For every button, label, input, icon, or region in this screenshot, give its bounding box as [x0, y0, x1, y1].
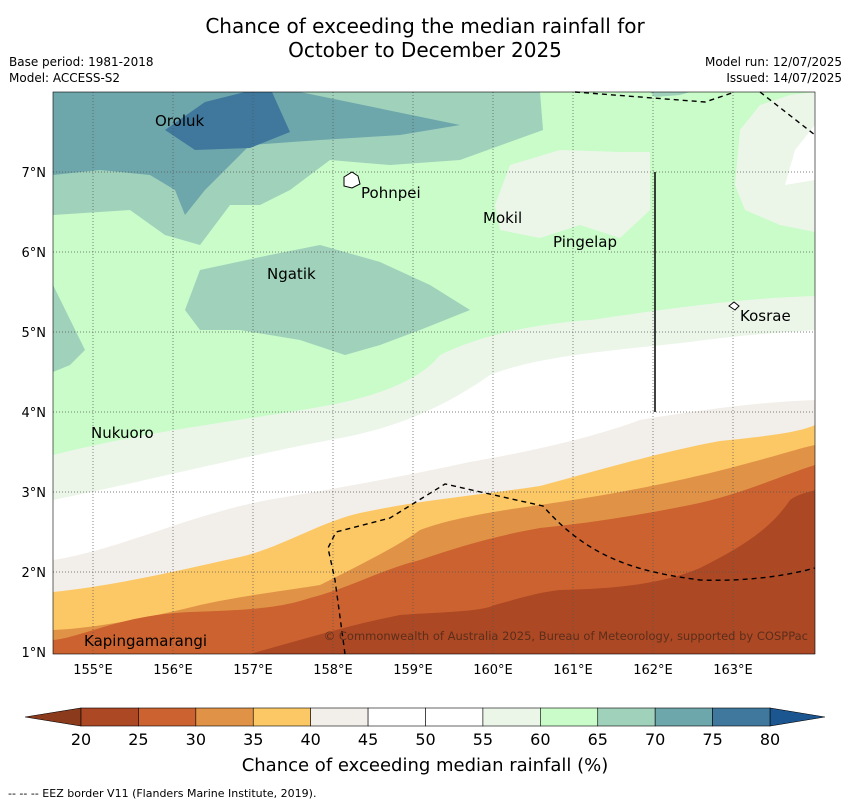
place-label-ngatik: Ngatik — [267, 265, 316, 283]
colorbar-segment — [195, 707, 254, 727]
colorbar-over-arrow — [769, 707, 826, 727]
colorbar-tick-label: 80 — [760, 730, 780, 749]
place-label-mokil: Mokil — [483, 209, 522, 227]
lat-label: 1°N — [22, 646, 47, 661]
lon-label: 157°E — [233, 663, 273, 678]
place-label-pohnpei: Pohnpei — [361, 184, 421, 202]
lon-label: 161°E — [553, 663, 593, 678]
colorbar-tick-label: 25 — [128, 730, 148, 749]
eez-footnote: -- -- -- EEZ border V11 (Flanders Marine… — [8, 787, 317, 800]
lon-label: 162°E — [633, 663, 673, 678]
colorbar-tick-label: 35 — [243, 730, 263, 749]
colorbar-tick-label: 50 — [415, 730, 435, 749]
place-label-nukuoro: Nukuoro — [91, 424, 154, 442]
eez-border — [327, 91, 816, 655]
kosrae-island — [728, 301, 740, 311]
colorbar-tick-label: 30 — [186, 730, 206, 749]
colorbar-segment — [252, 707, 311, 727]
colorbar-tick-label: 55 — [473, 730, 493, 749]
title-line-1: Chance of exceeding the median rainfall … — [205, 14, 645, 38]
lon-label: 155°E — [73, 663, 113, 678]
model-run-date: Model run: 12/07/2025 — [704, 55, 842, 69]
lat-label: 6°N — [22, 246, 47, 261]
colorbar-under-arrow — [24, 707, 82, 727]
pohnpei-island — [343, 171, 361, 189]
lon-label: 158°E — [313, 663, 353, 678]
colorbar: 20 25 30 35 40 45 50 55 60 65 70 75 80 — [24, 707, 826, 749]
lon-label: 163°E — [713, 663, 753, 678]
lat-label: 4°N — [22, 406, 47, 421]
colorbar-tick-label: 20 — [71, 730, 91, 749]
title-line-2: October to December 2025 — [288, 38, 562, 62]
lon-label: 160°E — [473, 663, 513, 678]
lat-label: 3°N — [22, 486, 47, 501]
place-label-oroluk: Oroluk — [155, 112, 204, 130]
base-period: Base period: 1981-2018 — [9, 55, 154, 69]
lat-label: 5°N — [22, 326, 47, 341]
lon-label: 156°E — [153, 663, 193, 678]
colorbar-segment — [367, 707, 426, 727]
colorbar-tick-label: 45 — [358, 730, 378, 749]
graticule — [53, 92, 815, 654]
colorbar-segment — [597, 707, 656, 727]
colorbar-segment — [310, 707, 369, 727]
colorbar-segment — [540, 707, 599, 727]
colorbar-tick-label: 40 — [300, 730, 320, 749]
colorbar-segment — [712, 707, 771, 727]
colorbar-tick-label: 60 — [530, 730, 550, 749]
colorbar-tick-label: 65 — [588, 730, 608, 749]
colorbar-segment — [425, 707, 484, 727]
issued-date: Issued: 14/07/2025 — [726, 71, 842, 85]
copyright-notice: © Commonwealth of Australia 2025, Bureau… — [324, 629, 808, 643]
colorbar-segment — [482, 707, 541, 727]
place-label-kosrae: Kosrae — [740, 307, 791, 325]
colorbar-title: Chance of exceeding median rainfall (%) — [241, 755, 609, 776]
probability-bands — [53, 92, 815, 654]
lat-label: 2°N — [22, 566, 47, 581]
model-name: Model: ACCESS-S2 — [9, 71, 121, 85]
colorbar-tick-label: 75 — [702, 730, 722, 749]
colorbar-segment — [80, 707, 139, 727]
lon-label: 159°E — [393, 663, 433, 678]
lat-label: 7°N — [22, 166, 47, 181]
colorbar-tick-label: 70 — [645, 730, 665, 749]
place-label-kapingamarangi: Kapingamarangi — [84, 632, 207, 650]
colorbar-segment — [654, 707, 713, 727]
colorbar-segment — [138, 707, 197, 727]
place-label-pingelap: Pingelap — [553, 233, 617, 251]
